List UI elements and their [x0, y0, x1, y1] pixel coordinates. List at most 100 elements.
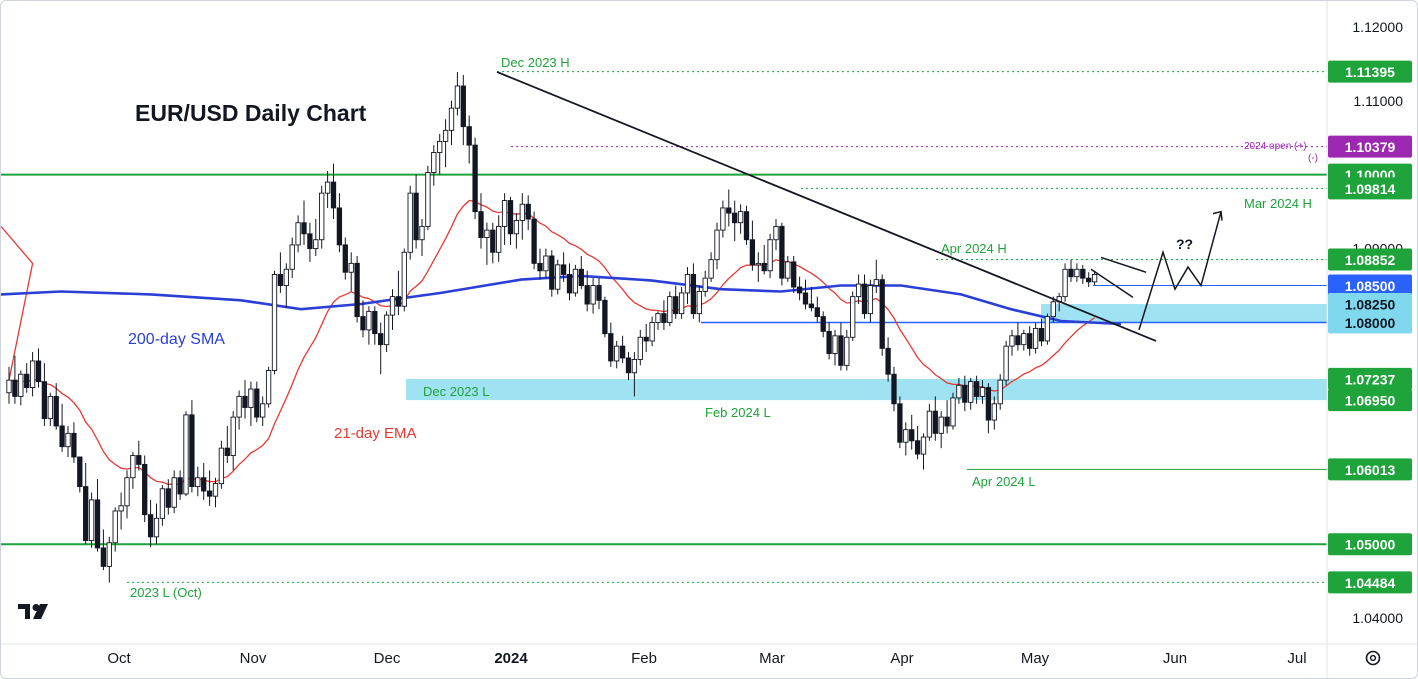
candle-body: [555, 264, 561, 290]
candle-body: [378, 333, 384, 346]
candle-body: [673, 296, 679, 315]
candle-body: [749, 239, 756, 266]
support-zone-108: [1041, 304, 1327, 323]
candle-body: [442, 129, 449, 142]
candle-body: [625, 357, 632, 374]
candle-body: [29, 360, 36, 388]
candle-body: [65, 432, 71, 448]
candle-body: [755, 262, 761, 266]
sma-200-line: [1, 274, 1122, 326]
candle-body: [437, 140, 443, 153]
tradingview-logo: [18, 604, 48, 619]
candle-body: [643, 336, 649, 342]
candle-body: [619, 345, 626, 359]
candle-body: [802, 292, 809, 305]
candle-body: [118, 505, 124, 512]
candle-body: [112, 510, 118, 544]
candle-body: [425, 172, 431, 227]
horizontal-levels: [1, 71, 1327, 583]
candle-body: [478, 211, 484, 238]
candle-body: [395, 296, 402, 307]
candle-body: [1068, 268, 1074, 278]
candle-body: [968, 381, 974, 403]
candle-body: [973, 381, 980, 397]
x-tick-label: Mar: [759, 650, 785, 667]
candle-body: [212, 483, 219, 497]
gear-icon[interactable]: [1365, 650, 1381, 666]
candle-body: [142, 463, 148, 516]
candle-body: [991, 403, 997, 421]
candle-body: [808, 303, 815, 309]
candle-body: [248, 388, 254, 408]
candle-body: [714, 229, 720, 261]
candle-body: [720, 207, 726, 231]
candle-body: [855, 283, 862, 298]
price-label-1.08852: 1.08852: [1345, 252, 1396, 268]
candle-body: [796, 286, 803, 294]
candle-body: [543, 255, 549, 272]
candle-body: [560, 264, 567, 275]
price-label-box: [1328, 367, 1412, 390]
price-label-box: [1328, 293, 1412, 316]
gear-outer: [1365, 650, 1381, 666]
candle-body: [71, 432, 77, 458]
price-label-box: [1328, 533, 1412, 556]
price-label-1.06013: 1.06013: [1345, 462, 1396, 478]
price-label-box: [1328, 177, 1412, 200]
candle-body: [732, 212, 738, 224]
candle-body: [490, 229, 496, 253]
candle-body: [667, 296, 673, 323]
projection-arrow-head: [1212, 210, 1223, 221]
candle-body: [678, 292, 685, 315]
price-label-box: [1328, 248, 1412, 271]
candle-body: [77, 456, 83, 488]
candle-body: [18, 373, 24, 397]
price-label-1.10379: 1.10379: [1345, 139, 1396, 155]
candle-body: [1074, 268, 1080, 278]
candle-body: [354, 262, 360, 318]
candle-body: [324, 181, 331, 194]
candle-body: [265, 370, 272, 405]
candle-body: [873, 279, 879, 286]
drawn-trendlines: [496, 71, 1223, 342]
candle-body: [909, 429, 915, 442]
candlesticks: [6, 71, 1098, 583]
candle-body: [985, 387, 992, 421]
candle-body: [578, 268, 584, 286]
price-label-1.11395: 1.11395: [1345, 64, 1395, 80]
descending-trendline: [496, 71, 1157, 342]
candle-body: [35, 360, 42, 383]
logo-shape-1: [18, 604, 30, 619]
candle-body: [850, 296, 856, 338]
price-label-1.08250: 1.08250: [1345, 297, 1396, 313]
candle-body: [124, 477, 130, 507]
label-2024-open-minus: (-): [1308, 153, 1318, 164]
candle-body: [684, 274, 691, 294]
candle-body: [608, 333, 614, 362]
candle-body: [283, 268, 289, 286]
candle-body: [342, 244, 348, 273]
candle-body: [519, 203, 525, 221]
candle-body: [307, 233, 313, 250]
candle-body: [944, 416, 950, 427]
candle-body: [885, 347, 891, 375]
candle-body: [920, 436, 927, 455]
candle-body: [926, 410, 933, 438]
candle-body: [100, 547, 107, 567]
price-label-1.07237: 1.07237: [1345, 371, 1396, 387]
candle-body: [313, 239, 319, 250]
candle-body: [1032, 327, 1039, 349]
price-label-1.08500: 1.08500: [1345, 278, 1396, 294]
candle-body: [407, 192, 413, 253]
candle-body: [153, 517, 160, 538]
price-label-box: [1328, 274, 1412, 297]
candle-body: [1009, 335, 1015, 347]
candle-body: [1062, 268, 1068, 298]
candle-body: [537, 262, 543, 272]
chart-title: EUR/USD Daily Chart: [135, 100, 367, 126]
candle-body: [897, 403, 903, 443]
candle-body: [130, 455, 136, 479]
candle-body: [1003, 345, 1009, 381]
